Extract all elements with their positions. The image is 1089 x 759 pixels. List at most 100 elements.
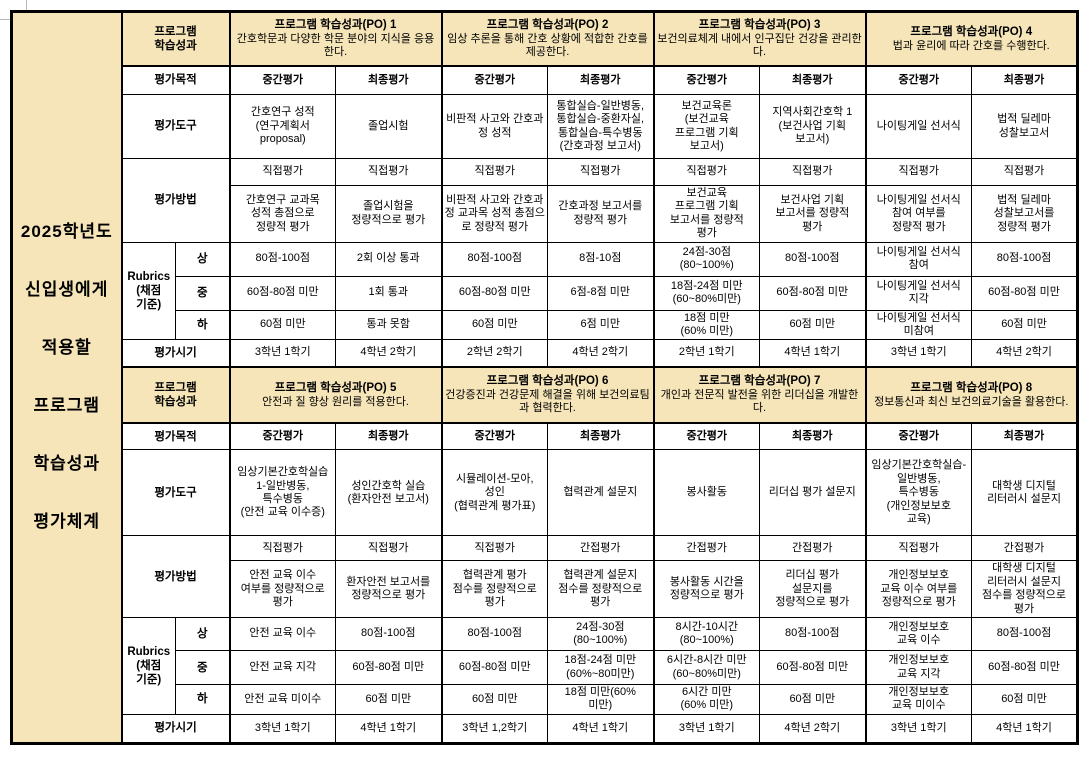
cell-rubric-low: 안전 교육 미이수 [228,684,337,715]
po-desc: 안전과 질 향상 원리를 적용한다. [262,395,409,408]
po4-header: 프로그램 학습성과(PO) 4 법과 윤리에 따라 간호를 수행한다. [864,10,1079,67]
cell-method-type: 직접평가 [335,535,443,562]
cell-timing: 2학년 2학기 [440,339,549,368]
section1-rubric-mid-row: 중 60점-80점 미만 1회 통과 60점-80점 미만 6점-8점 미만 1… [12,275,1079,311]
cell-rubric-high: 안전 교육 이수 [228,617,337,652]
cell-purpose: 중간평가 [228,65,337,95]
section1-tool-row: 평가도구 간호연구 성적 (연구계획서 proposal) 졸업시험 비판적 사… [12,94,1079,159]
label-rubric-mid: 중 [174,275,231,311]
cell-rubric-low: 6점 미만 [547,309,655,341]
cell-purpose: 중간평가 [864,65,973,95]
po2-header: 프로그램 학습성과(PO) 2 임상 추론을 통해 간호 상황에 적합한 간호를 … [440,10,655,67]
cell-rubric-mid: 6점-8점 미만 [547,275,655,311]
po-title: 프로그램 학습성과(PO) 6 [486,375,609,388]
label-purpose: 평가목적 [120,65,231,95]
po-title: 프로그램 학습성과(PO) 2 [486,18,609,31]
po1-header: 프로그램 학습성과(PO) 1 간호학문과 다양한 학문 분야의 지식을 응용한다… [228,10,443,67]
po3-header: 프로그램 학습성과(PO) 3 보건의료체계 내에서 인구집단 건강을 관리한다. [652,10,867,67]
cell-method-type: 직접평가 [440,535,549,562]
cell-timing: 4학년 2학기 [335,339,443,368]
cell-purpose: 중간평가 [440,422,549,451]
cell-rubric-high: 80점-100점 [759,241,867,277]
cell-method-desc: 간호과정 보고서를 정량적 평가 [547,185,655,243]
cell-rubric-mid: 60점-80점 미만 [971,275,1079,311]
cell-tool: 법적 딜레마 성찰보고서 [971,94,1079,159]
cell-timing: 4학년 2학기 [547,339,655,368]
cell-method-type: 직접평가 [547,158,655,186]
cell-rubric-high: 80점-100점 [971,617,1079,652]
cell-timing: 4학년 2학기 [971,339,1079,368]
cell-tool: 대학생 디지털 리터러시 설문지 [971,449,1079,537]
label-program-outcome: 프로그램 학습성과 [120,10,231,67]
cell-tool: 시뮬레이션-모아, 성인 (협력관계 평가표) [440,449,549,537]
cell-purpose: 중간평가 [652,65,761,95]
label-purpose: 평가목적 [120,422,231,451]
program-outcome-evaluation-table: 2025학년도 신입생에게 적용할 프로그램 학습성과 평가체계 프로그램 학습… [10,10,1080,745]
cell-timing: 4학년 1학기 [759,339,867,368]
section2-rubric-high-row: Rubrics (채점 기준) 상 안전 교육 이수 80점-100점 80점-… [12,617,1079,715]
cell-rubric-low: 6시간 미만 (60% 미만) [652,684,761,715]
label-rubrics: Rubrics (채점 기준) [120,617,176,715]
po5-header: 프로그램 학습성과(PO) 5 안전과 질 향상 원리를 적용한다. [228,365,443,424]
cell-tool: 지역사회간호학 1 (보건사업 기획 보고서) [759,94,867,159]
cell-purpose: 중간평가 [440,65,549,95]
cell-rubric-mid: 나이팅게일 선서식 지각 [864,275,973,311]
cell-rubric-low: 60점 미만 [228,309,337,341]
po7-header: 프로그램 학습성과(PO) 7 개인과 전문직 발전을 위한 리더십을 개발한다. [652,365,867,424]
cell-tool: 임상기본간호학실습1-일반병동, 특수병동 (안전 교육 이수증) [228,449,337,537]
cell-rubric-low: 60점 미만 [971,309,1079,341]
cell-tool: 협력관계 설문지 [547,449,655,537]
cell-method-desc: 졸업시험을 정량적으로 평가 [335,185,443,243]
page-title-line: 학습성과 [33,454,101,474]
cell-tool: 리더십 평가 설문지 [759,449,867,537]
cell-rubric-high: 80점-100점 [335,617,443,652]
cell-tool: 성인간호학 실습 (환자안전 보고서) [335,449,443,537]
cell-tool: 나이팅게일 선서식 [864,94,973,159]
cell-purpose: 최종평가 [759,65,867,95]
cell-timing: 3학년 1학기 [228,339,337,368]
po-desc: 보건의료체계 내에서 인구집단 건강을 관리한다. [657,32,862,59]
cell-rubric-low: 60점 미만 [759,684,867,715]
cell-method-desc: 협력관계 평가 점수를 정량적으로 평가 [440,560,549,619]
section2-tool-row: 평가도구 임상기본간호학실습1-일반병동, 특수병동 (안전 교육 이수증) 성… [12,449,1079,537]
cell-rubric-mid: 60점-80점 미만 [228,275,337,311]
po-desc: 법과 윤리에 따라 간호를 수행한다. [892,39,1050,52]
cell-rubric-high: 개인정보보호 교육 이수 [864,617,973,652]
cell-rubric-high: 8점-10점 [547,241,655,277]
cell-rubric-low: 60점 미만 [440,309,549,341]
page-title-line: 신입생에게 [25,279,109,299]
cell-method-desc: 환자안전 보고서를 정량적으로 평가 [335,560,443,619]
cell-method-type: 간접평가 [971,535,1079,562]
cell-purpose: 최종평가 [547,422,655,451]
po-desc: 건강증진과 건강문제 해결을 위해 보건의료팀과 협력한다. [445,389,650,415]
page-title-line: 프로그램 [33,396,101,416]
label-timing: 평가시기 [120,339,231,368]
cell-timing: 3학년 1학기 [652,713,761,744]
po-desc: 임상 추론을 통해 간호 상황에 적합한 간호를 제공한다. [447,32,648,59]
cell-timing: 4학년 2학기 [759,713,867,744]
cell-rubric-low: 60점 미만 [759,309,867,341]
cell-method-desc: 협력관계 설문지 점수를 정량적으로 평가 [547,560,655,619]
cell-rubric-high: 80점-100점 [759,617,867,652]
cell-purpose: 최종평가 [759,422,867,451]
section1-method-type-row: 평가방법 직접평가 직접평가 직접평가 직접평가 직접평가 직접평가 직접평가 … [12,158,1079,243]
cell-rubric-high: 80점-100점 [971,241,1079,277]
cell-rubric-mid: 안전 교육 지각 [228,650,337,686]
cell-method-desc: 나이팅게일 선서식 참여 여부를 정량적 평가 [864,185,973,243]
cell-tool: 졸업시험 [335,94,443,159]
cell-rubric-low: 18점 미만 (60% 미만) [652,309,761,341]
cell-rubric-mid: 개인정보보호 교육 지각 [864,650,973,686]
cell-rubric-low: 60점 미만 [971,684,1079,715]
section2-header-row: 프로그램 학습성과 프로그램 학습성과(PO) 5 안전과 질 향상 원리를 적용… [12,365,1079,424]
cell-tool: 보건교육론 (보건교육 프로그램 기획 보고서) [652,94,761,159]
po-desc: 정보통신과 최신 보건의료기술을 활용한다. [874,395,1069,408]
cell-purpose: 최종평가 [971,65,1079,95]
cell-timing: 3학년 1학기 [864,339,973,368]
cell-method-type: 간접평가 [547,535,655,562]
cell-timing: 3학년 1학기 [864,713,973,744]
cell-method-type: 직접평가 [335,158,443,186]
label-program-outcome: 프로그램 학습성과 [120,365,231,424]
cell-timing: 4학년 1학기 [971,713,1079,744]
cell-method-desc: 봉사활동 시간을 정량적으로 평가 [652,560,761,619]
cell-method-type: 간접평가 [759,535,867,562]
